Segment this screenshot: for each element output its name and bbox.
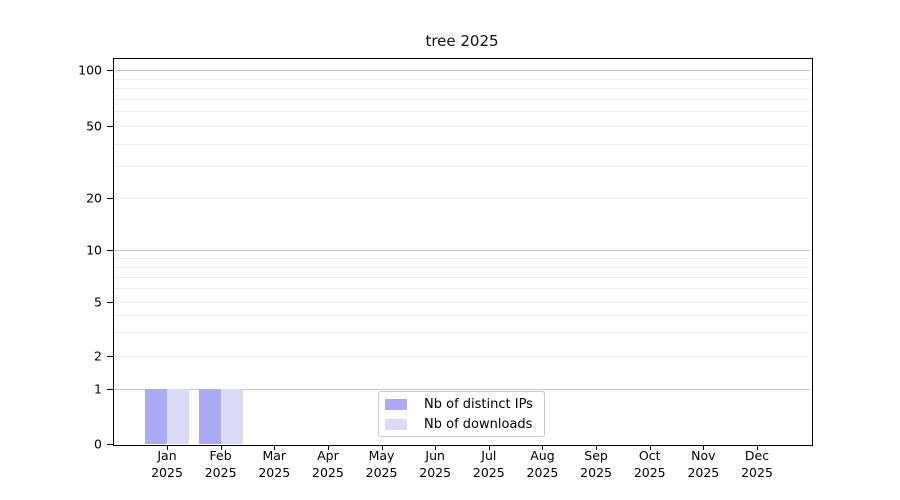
x-tick-label: Jan 2025: [151, 448, 183, 480]
x-tick-label: Aug 2025: [526, 448, 559, 480]
x-tick-mark: [542, 444, 544, 450]
gridline: [114, 388, 810, 390]
x-tick-mark: [167, 444, 168, 450]
legend-item: Nb of distinct IPs: [385, 394, 538, 414]
x-tick-mark: [488, 444, 490, 450]
x-tick-label: Apr 2025: [312, 448, 344, 480]
x-tick-label: Oct 2025: [633, 448, 666, 480]
x-tick-label: Feb 2025: [204, 448, 237, 480]
gridline: [114, 331, 810, 333]
y-tick-mark: [107, 388, 114, 390]
legend-label: Nb of distinct IPs: [424, 396, 533, 412]
gridline: [114, 111, 810, 113]
x-tick-mark: [274, 444, 276, 450]
gridline: [114, 166, 810, 168]
x-tick-mark: [757, 444, 758, 450]
x-tick-label: Nov 2025: [687, 448, 720, 480]
y-tick-mark: [107, 302, 114, 303]
x-tick-mark: [220, 444, 222, 450]
bar-jan-series0: [145, 388, 167, 444]
y-tick-mark: [107, 126, 114, 127]
x-tick-label: Jul 2025: [472, 448, 505, 480]
y-tick-mark: [107, 443, 114, 445]
plot-area: [113, 58, 813, 446]
legend-label: Nb of downloads: [424, 416, 533, 432]
gridline: [114, 288, 810, 290]
x-tick-mark: [703, 444, 705, 450]
gridline: [114, 88, 810, 90]
x-tick-mark: [649, 444, 651, 450]
y-tick-label: 1: [94, 381, 102, 396]
bar-jan-series1: [167, 388, 189, 444]
y-tick-mark: [107, 250, 114, 251]
legend: Nb of distinct IPs Nb of downloads: [378, 391, 545, 437]
x-tick-label: Jun 2025: [419, 448, 452, 480]
gridline: [114, 143, 810, 145]
gridline: [114, 302, 810, 303]
x-tick-mark: [596, 444, 598, 450]
y-tick-label: 20: [86, 190, 102, 206]
x-tick-mark: [381, 444, 383, 450]
y-tick-mark: [107, 70, 114, 71]
gridline: [114, 315, 810, 317]
gridline: [114, 355, 810, 357]
x-tick-mark: [327, 444, 329, 450]
y-tick-mark: [107, 355, 114, 357]
gridline: [114, 198, 810, 199]
y-tick-mark: [107, 198, 114, 199]
y-tick-label: 10: [86, 242, 102, 258]
bar-feb-series0: [198, 388, 221, 444]
legend-item: Nb of downloads: [385, 414, 538, 434]
chart-title: tree 2025: [425, 32, 499, 50]
distinct-ips-swatch: [385, 398, 407, 410]
gridline: [114, 78, 810, 80]
gridline: [114, 257, 810, 259]
gridline: [114, 98, 810, 100]
x-tick-mark: [435, 444, 437, 450]
y-tick-label: 2: [94, 348, 102, 363]
y-tick-label: 5: [94, 294, 102, 310]
y-tick-label: 100: [78, 62, 102, 78]
bar-feb-series1: [220, 388, 243, 444]
gridline: [114, 266, 810, 268]
downloads-swatch: [385, 418, 407, 430]
x-tick-label: May 2025: [365, 448, 398, 480]
gridline: [114, 276, 810, 278]
x-tick-label: Sep 2025: [580, 448, 612, 480]
gridline: [114, 126, 810, 127]
x-tick-label: Mar 2025: [258, 448, 291, 480]
gridline: [114, 250, 810, 251]
gridline: [114, 70, 810, 71]
y-tick-label: 0: [94, 436, 102, 451]
y-tick-label: 50: [86, 118, 102, 134]
x-tick-label: Dec 2025: [741, 448, 773, 480]
